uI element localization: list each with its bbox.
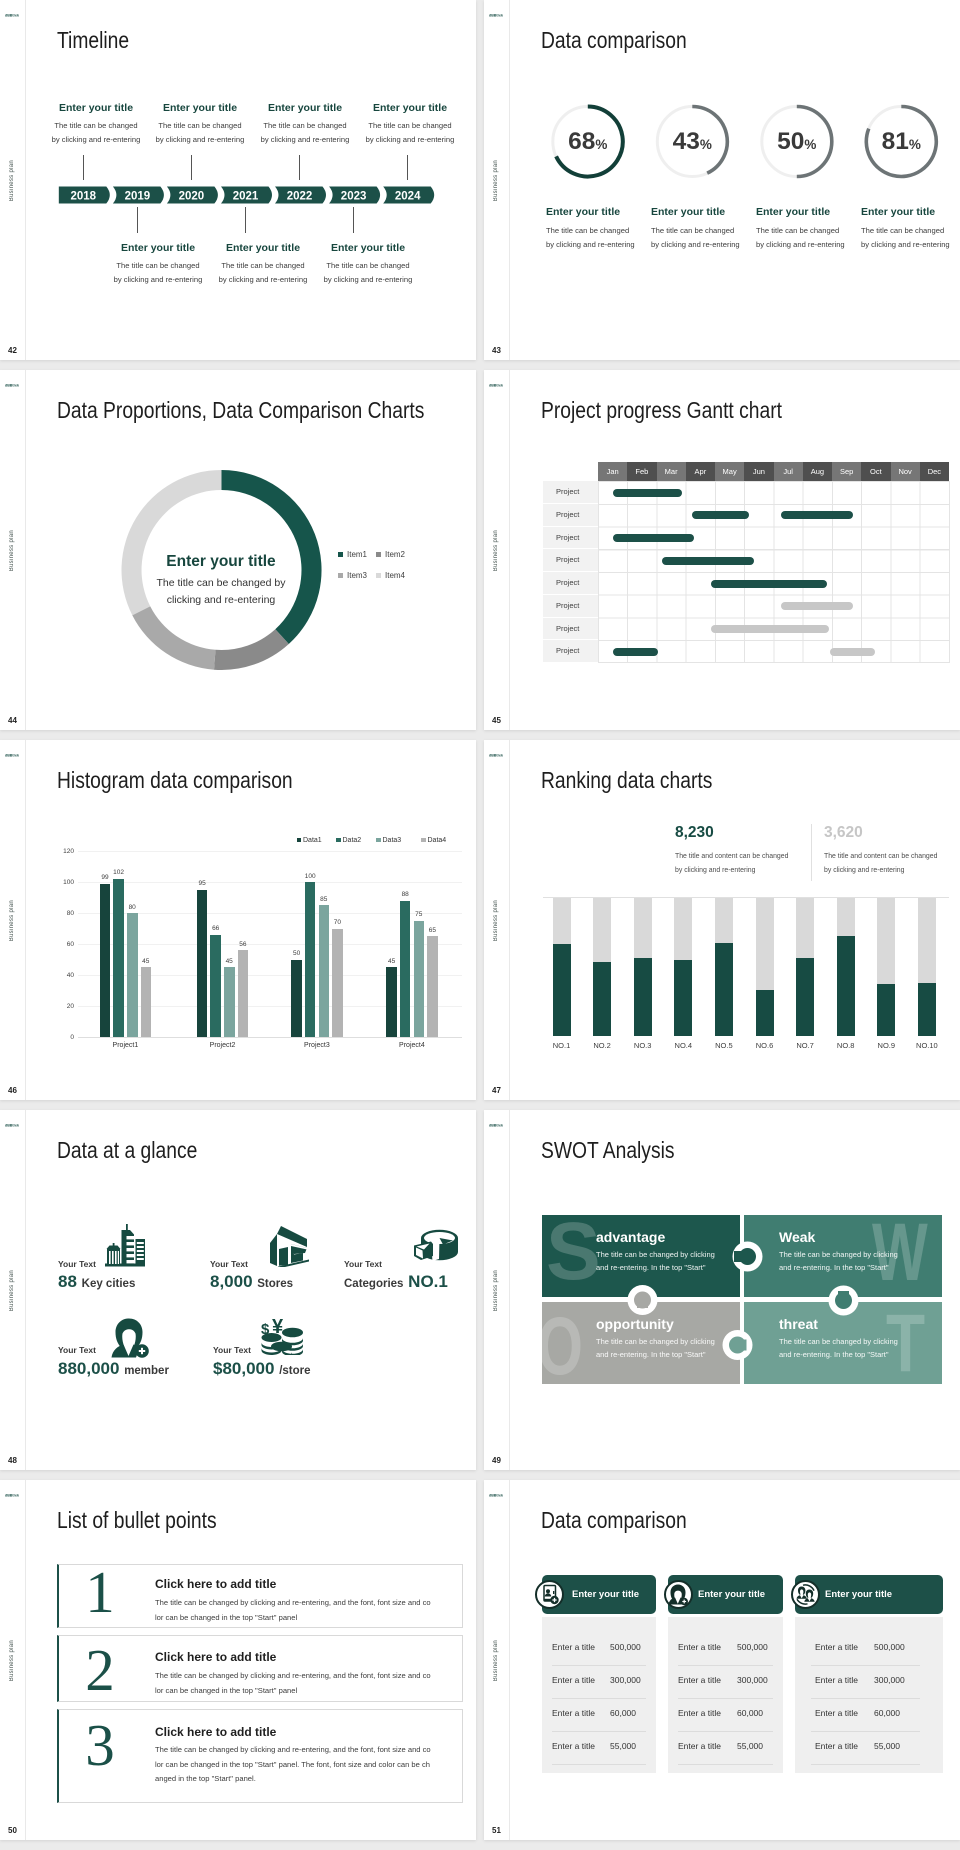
svg-text:¥: ¥ [272, 1317, 284, 1338]
svg-text:2018: 2018 [71, 190, 97, 202]
svg-text:2022: 2022 [287, 190, 313, 202]
svg-text:2020: 2020 [179, 190, 205, 202]
svg-text:2019: 2019 [125, 190, 151, 202]
svg-text:2024: 2024 [395, 190, 421, 202]
svg-text:2023: 2023 [341, 190, 367, 202]
svg-text:2021: 2021 [233, 190, 259, 202]
svg-text:$: $ [261, 1321, 270, 1338]
